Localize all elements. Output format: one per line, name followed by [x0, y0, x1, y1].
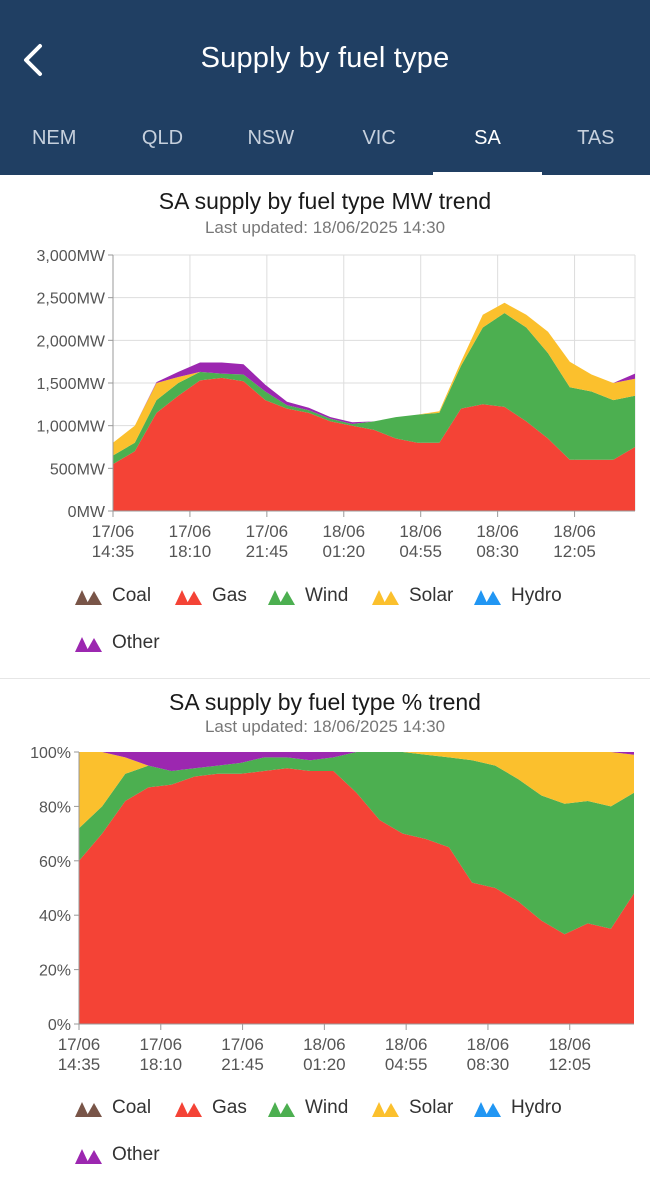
series-area-solar — [79, 752, 634, 829]
x-tick-label: 18/06 01:20 — [323, 522, 366, 561]
series-area-other — [79, 752, 634, 771]
legend-item-coal[interactable]: Coal — [75, 1097, 151, 1119]
legend-label: Solar — [409, 585, 454, 606]
tab-nem[interactable]: NEM — [31, 127, 77, 149]
y-tick-label: 40% — [39, 908, 71, 925]
legend-label: Solar — [409, 1097, 454, 1118]
x-tick-label: 17/06 14:35 — [92, 522, 135, 561]
legend-label: Gas — [212, 585, 247, 606]
series-area-wind — [79, 752, 634, 935]
pct-chart-legend: Coal Gas Wind Solar Hydro Other — [75, 1097, 615, 1187]
x-tick-label: 17/06 18:10 — [169, 522, 212, 561]
pct-trend-chart: 0% 20% 40% 60% 80% 100% 17/06 14:35 17/06 18:10 17… — [30, 745, 634, 1074]
mw-chart-card: SA supply by fuel type MW trend Last upd… — [0, 175, 650, 678]
x-tick-label: 18/06 12:05 — [548, 1035, 591, 1074]
x-tick-label: 18/06 08:30 — [467, 1035, 510, 1074]
legend-label: Other — [112, 1144, 160, 1165]
legend-item-gas[interactable]: Gas — [175, 1097, 247, 1119]
x-tick-label: 17/06 18:10 — [140, 1035, 183, 1074]
pct-chart-title: SA supply by fuel type % trend — [169, 689, 481, 715]
legend-swatch-icon — [75, 1102, 102, 1117]
y-tick-label: 100% — [30, 745, 71, 762]
legend-swatch-icon — [372, 1102, 399, 1117]
x-tick-label: 17/06 14:35 — [58, 1035, 101, 1074]
mw-chart-subtitle: Last updated: 18/06/2025 14:30 — [204, 218, 446, 237]
mw-trend-chart: 0MW 500MW 1,000MW 1,500MW 2,000MW 2,500MW 3,00… — [37, 248, 636, 561]
legend-label: Coal — [112, 585, 152, 606]
pct-chart-subtitle: Last updated: 18/06/2025 14:30 — [204, 717, 446, 736]
legend-swatch-icon — [75, 590, 102, 605]
legend-swatch-icon — [372, 590, 399, 605]
y-tick-label: 1,000MW — [37, 419, 106, 436]
legend-swatch-icon — [268, 1102, 295, 1117]
tab-tas[interactable]: TAS — [577, 127, 615, 149]
y-tick-label: 80% — [39, 799, 71, 816]
mw-chart-title: SA supply by fuel type MW trend — [158, 188, 492, 214]
legend-label: Gas — [212, 1097, 247, 1118]
legend-item-other[interactable]: Other — [75, 632, 160, 654]
legend-item-hydro[interactable]: Hydro — [474, 1097, 562, 1119]
legend-item-hydro[interactable]: Hydro — [474, 585, 562, 607]
legend-swatch-icon — [75, 637, 102, 652]
tab-sa[interactable]: SA — [433, 102, 542, 175]
series-area-wind — [113, 313, 635, 465]
y-tick-label: 3,000MW — [37, 248, 106, 265]
legend-swatch-icon — [75, 1149, 102, 1164]
legend-item-wind[interactable]: Wind — [268, 585, 348, 607]
legend-item-solar[interactable]: Solar — [372, 1097, 453, 1119]
x-tick-label: 18/06 08:30 — [476, 522, 519, 561]
y-tick-label: 20% — [39, 963, 71, 980]
x-tick-label: 18/06 01:20 — [303, 1035, 346, 1074]
y-tick-label: 1,500MW — [37, 376, 106, 393]
series-area-gas — [79, 768, 634, 1024]
divider — [0, 678, 650, 679]
app-bar: Supply by fuel type — [0, 0, 650, 102]
series-area-other — [113, 302, 635, 443]
tab-vic[interactable]: VIC — [362, 127, 396, 149]
y-tick-label: 60% — [39, 854, 71, 871]
legend-label: Wind — [305, 1097, 349, 1118]
legend-swatch-icon — [175, 1102, 202, 1117]
tab-nsw[interactable]: NSW — [247, 127, 295, 149]
x-tick-label: 18/06 12:05 — [553, 522, 596, 561]
legend-item-gas[interactable]: Gas — [175, 585, 247, 607]
page-title: Supply by fuel type — [200, 42, 450, 74]
y-tick-label: 0MW — [68, 504, 106, 521]
y-tick-label: 0% — [48, 1017, 71, 1034]
x-tick-label: 18/06 04:55 — [399, 522, 442, 561]
legend-label: Wind — [305, 585, 349, 606]
legend-swatch-icon — [268, 590, 295, 605]
y-tick-label: 500MW — [50, 461, 106, 478]
region-tabs: NEM QLD NSW VIC SA TAS — [0, 102, 650, 175]
x-tick-label: 17/06 21:45 — [221, 1035, 264, 1074]
legend-item-coal[interactable]: Coal — [75, 585, 151, 607]
x-tick-label: 17/06 21:45 — [246, 522, 289, 561]
legend-label: Other — [112, 632, 160, 653]
back-arrow-icon[interactable] — [14, 36, 54, 84]
pct-chart-card: SA supply by fuel type % trend Last upda… — [0, 679, 650, 1200]
tab-qld[interactable]: QLD — [141, 127, 184, 149]
legend-item-wind[interactable]: Wind — [268, 1097, 348, 1119]
legend-label: Hydro — [511, 585, 562, 606]
legend-label: Hydro — [511, 1097, 562, 1118]
legend-item-solar[interactable]: Solar — [372, 585, 453, 607]
y-tick-label: 2,000MW — [37, 333, 106, 350]
legend-label: Coal — [112, 1097, 152, 1118]
y-tick-label: 2,500MW — [37, 291, 106, 308]
legend-item-other[interactable]: Other — [75, 1144, 160, 1166]
mw-chart-legend: Coal Gas Wind Solar Hydro Other — [75, 585, 615, 675]
legend-swatch-icon — [474, 1102, 501, 1117]
legend-swatch-icon — [175, 590, 202, 605]
legend-swatch-icon — [474, 590, 501, 605]
x-tick-label: 18/06 04:55 — [385, 1035, 428, 1074]
series-area-gas — [113, 377, 635, 511]
